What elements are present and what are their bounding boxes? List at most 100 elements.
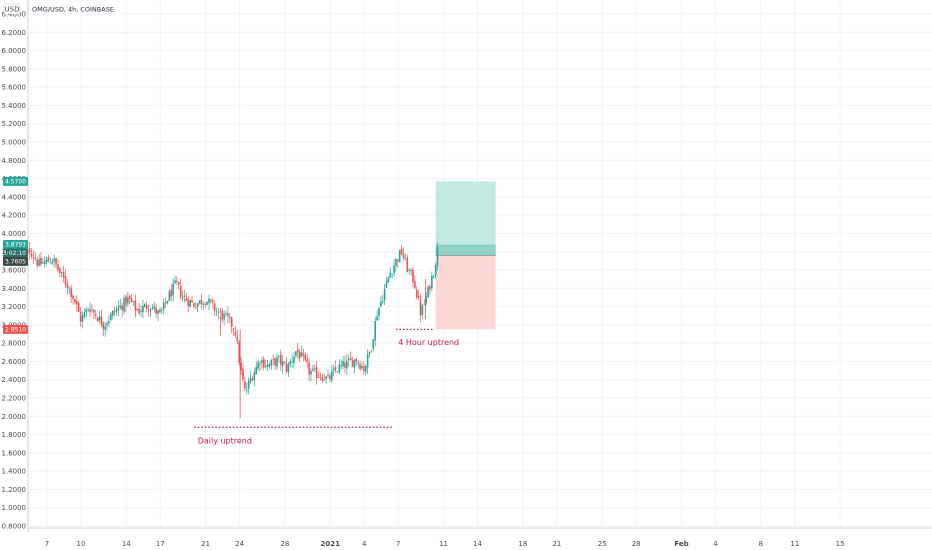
candle-body — [253, 372, 256, 381]
candle-body — [249, 378, 252, 383]
candle-body — [293, 356, 295, 363]
candle-body — [285, 363, 288, 372]
price-tick-label: 1.8000 — [2, 431, 27, 439]
long-position-tool[interactable] — [435, 181, 496, 330]
time-tick-label: 11 — [790, 540, 799, 548]
candle-body — [96, 317, 99, 322]
four-hour-uptrend-label[interactable]: 4 Hour uptrend — [398, 338, 459, 347]
candle-body — [91, 309, 93, 311]
candle-body — [300, 352, 303, 357]
time-tick-label: 8 — [759, 540, 763, 548]
candle-body — [30, 253, 33, 257]
candle-body — [364, 366, 367, 372]
candle-body — [247, 380, 250, 389]
candle-body — [408, 269, 410, 271]
candle-body — [278, 356, 280, 357]
candle-body — [210, 299, 212, 302]
candle-body — [51, 261, 54, 264]
candle-body — [219, 310, 222, 312]
stop-loss-zone[interactable] — [435, 255, 496, 330]
candle-body — [255, 366, 258, 375]
candle-body — [340, 364, 343, 366]
candle-body — [204, 304, 207, 306]
candle-body — [342, 360, 344, 367]
candle-body — [81, 315, 84, 322]
candle-body — [391, 273, 393, 275]
price-axis[interactable]: 6.4000 6.2000 6.0000 5.8000 5.6000 5.4000 5.20… — [2, 0, 29, 532]
price-tick-label: 5.2000 — [2, 120, 27, 128]
time-tick-label: 28 — [280, 540, 289, 548]
candle-body — [185, 298, 188, 301]
price-tick-label: 2.8000 — [2, 340, 27, 348]
candle-body — [397, 259, 399, 262]
candle-body — [427, 286, 429, 298]
candle-body — [128, 296, 131, 299]
candle-body — [121, 305, 123, 310]
time-tick-label: 14 — [473, 540, 482, 548]
currency-label[interactable]: USD — [5, 6, 20, 14]
candle-body — [38, 259, 40, 266]
candle-body — [291, 361, 293, 363]
candle-body — [415, 289, 418, 298]
candle-body — [425, 296, 427, 303]
candle-body — [347, 358, 350, 360]
candle-body — [181, 297, 184, 299]
candle-body — [106, 323, 108, 326]
symbol-title: OMG/USD, 4h, COINBASE — [32, 6, 114, 14]
candle-body — [206, 301, 208, 306]
currency-box[interactable] — [3, 3, 21, 15]
candle-body — [166, 300, 169, 304]
candle-body — [223, 313, 225, 320]
candle-body — [162, 302, 165, 310]
candle-body — [213, 303, 216, 311]
candle-body — [268, 364, 271, 367]
candle-body — [140, 311, 142, 313]
entry-tag — [3, 256, 28, 266]
take-profit-tag-label: 4.5700 — [5, 179, 26, 186]
candle-body — [28, 248, 31, 254]
candle-body — [402, 253, 405, 259]
price-tick-label: 2.0000 — [2, 413, 27, 421]
candle-body — [355, 358, 358, 363]
candle-body — [85, 309, 88, 313]
candle-body — [376, 316, 378, 321]
candle-body — [393, 265, 395, 273]
daily-uptrend-label[interactable]: Daily uptrend — [198, 437, 252, 446]
candle-body — [261, 360, 263, 363]
candle-body — [68, 287, 71, 289]
time-tick-label: 4 — [713, 540, 718, 548]
price-tick-label: 1.6000 — [2, 449, 27, 457]
candle-body — [55, 257, 57, 265]
candle-body — [404, 257, 407, 259]
time-axis[interactable]: 7 10 14 17 21 24 28 2021 4 7 11 14 18 21 25 28 Feb 4 8 11 15 — [28, 527, 932, 548]
candle-body — [349, 357, 352, 361]
candle-body — [274, 358, 276, 366]
candle-body — [191, 300, 193, 303]
price-tick-label: 5.6000 — [2, 84, 27, 92]
time-tick-label: 7 — [396, 540, 400, 548]
candle-body — [283, 362, 286, 364]
candle-body — [211, 300, 214, 303]
candle-body — [431, 275, 433, 289]
candle-body — [406, 257, 409, 273]
candle-body — [332, 368, 335, 371]
candle-body — [195, 307, 197, 309]
candle-body — [353, 359, 356, 368]
candle-body — [414, 281, 416, 288]
time-tick-label: 25 — [598, 540, 607, 548]
candle-body — [108, 320, 110, 324]
candle-body — [363, 365, 365, 372]
candle-body — [410, 270, 412, 271]
price-tick-label: 3.2000 — [2, 303, 27, 311]
take-profit-zone[interactable] — [435, 181, 496, 256]
countdown-tag-label: 03:02:10 — [0, 250, 26, 257]
candle-body — [323, 380, 326, 382]
candle-body — [179, 285, 182, 298]
candle-body — [330, 371, 333, 381]
candle-body — [244, 381, 246, 389]
candle-body — [53, 258, 55, 262]
candle-body — [270, 360, 273, 366]
candle-body — [336, 371, 339, 373]
price-tick-label: 5.8000 — [2, 65, 27, 73]
candle-body — [325, 376, 327, 380]
